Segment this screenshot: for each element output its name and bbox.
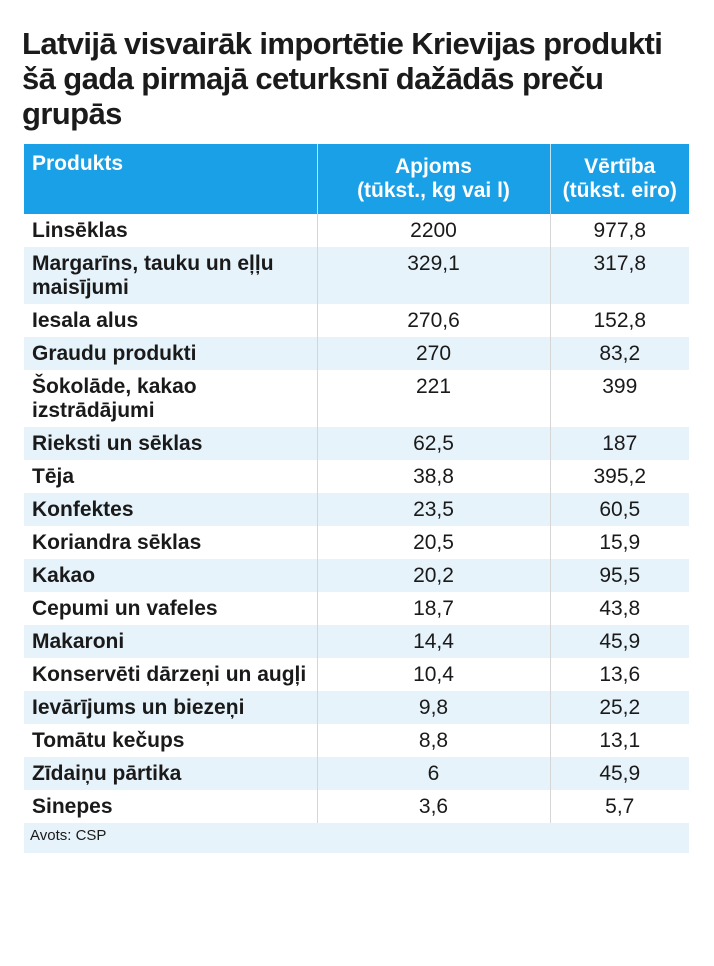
product-cell: Zīdaiņu pārtika [24, 757, 318, 790]
value-cell: 13,1 [550, 724, 689, 757]
product-cell: Sinepes [24, 790, 318, 823]
volume-cell: 3,6 [317, 790, 551, 823]
volume-cell: 18,7 [317, 592, 551, 625]
product-cell: Tēja [24, 460, 318, 493]
product-cell: Cepumi un vafeles [24, 592, 318, 625]
product-cell: Kakao [24, 559, 318, 592]
volume-cell: 14,4 [317, 625, 551, 658]
value-cell: 43,8 [550, 592, 689, 625]
header-volume-line1: Apjoms [394, 155, 472, 178]
volume-cell: 6 [317, 757, 551, 790]
table-row: Konservēti dārzeņi un augļi 10,4 13,6 [24, 658, 689, 691]
value-cell: 187 [550, 427, 689, 460]
chart-title: Latvijā visvairāk importētie Krievijas p… [22, 26, 663, 131]
product-cell: Margarīns, tauku un eļļu maisījumi [24, 247, 318, 304]
product-cell: Tomātu kečups [24, 724, 318, 757]
table-row: Linsēklas 2200 977,8 [24, 214, 689, 247]
value-cell: 45,9 [550, 625, 689, 658]
header-volume: Apjoms (tūkst., kg vai l) [317, 144, 551, 214]
table-row: Koriandra sēklas 20,5 15,9 [24, 526, 689, 559]
value-cell: 399 [550, 370, 689, 427]
table-row: Šokolāde, kakao izstrādājumi 221 399 [24, 370, 689, 427]
volume-cell: 9,8 [317, 691, 551, 724]
source-row: Avots: CSP [24, 823, 689, 853]
header-value-line2: (tūkst. eiro) [562, 179, 677, 202]
value-cell: 25,2 [550, 691, 689, 724]
value-cell: 60,5 [550, 493, 689, 526]
product-cell: Šokolāde, kakao izstrādājumi [24, 370, 318, 427]
table-row: Kakao 20,2 95,5 [24, 559, 689, 592]
table-row: Graudu produkti 270 83,2 [24, 337, 689, 370]
value-cell: 395,2 [550, 460, 689, 493]
table-row: Tēja 38,8 395,2 [24, 460, 689, 493]
volume-cell: 270 [317, 337, 551, 370]
product-cell: Makaroni [24, 625, 318, 658]
value-cell: 83,2 [550, 337, 689, 370]
volume-cell: 38,8 [317, 460, 551, 493]
table-row: Konfektes 23,5 60,5 [24, 493, 689, 526]
volume-cell: 270,6 [317, 304, 551, 337]
product-cell: Iesala alus [24, 304, 318, 337]
table-row: Tomātu kečups 8,8 13,1 [24, 724, 689, 757]
table-header-row: Produkts Apjoms (tūkst., kg vai l) Vērtī… [24, 144, 689, 214]
table-row: Ievārījums un biezeņi 9,8 25,2 [24, 691, 689, 724]
header-volume-line2: (tūkst., kg vai l) [357, 179, 510, 202]
value-cell: 13,6 [550, 658, 689, 691]
product-cell: Ievārījums un biezeņi [24, 691, 318, 724]
table-row: Sinepes 3,6 5,7 [24, 790, 689, 823]
product-cell: Graudu produkti [24, 337, 318, 370]
product-cell: Konfektes [24, 493, 318, 526]
header-value-line1: Vērtība [584, 155, 656, 178]
header-value: Vērtība (tūkst. eiro) [550, 144, 689, 214]
table-row: Margarīns, tauku un eļļu maisījumi 329,1 3… [24, 247, 689, 304]
volume-cell: 2200 [317, 214, 551, 247]
product-cell: Rieksti un sēklas [24, 427, 318, 460]
source-note: Avots: CSP [24, 823, 689, 853]
value-cell: 45,9 [550, 757, 689, 790]
value-cell: 977,8 [550, 214, 689, 247]
product-cell: Linsēklas [24, 214, 318, 247]
value-cell: 15,9 [550, 526, 689, 559]
value-cell: 5,7 [550, 790, 689, 823]
product-cell: Koriandra sēklas [24, 526, 318, 559]
table-row: Cepumi un vafeles 18,7 43,8 [24, 592, 689, 625]
volume-cell: 20,5 [317, 526, 551, 559]
value-cell: 95,5 [550, 559, 689, 592]
volume-cell: 8,8 [317, 724, 551, 757]
value-cell: 152,8 [550, 304, 689, 337]
table-row: Iesala alus 270,6 152,8 [24, 304, 689, 337]
table-body: Linsēklas 2200 977,8 Margarīns, tauku un eļ… [24, 214, 689, 853]
table-row: Zīdaiņu pārtika 6 45,9 [24, 757, 689, 790]
volume-cell: 20,2 [317, 559, 551, 592]
volume-cell: 62,5 [317, 427, 551, 460]
header-product: Produkts [24, 144, 318, 214]
volume-cell: 329,1 [317, 247, 551, 304]
product-cell: Konservēti dārzeņi un augļi [24, 658, 318, 691]
table-row: Rieksti un sēklas 62,5 187 [24, 427, 689, 460]
table-row: Makaroni 14,4 45,9 [24, 625, 689, 658]
data-table: Produkts Apjoms (tūkst., kg vai l) Vērtī… [24, 144, 689, 853]
volume-cell: 221 [317, 370, 551, 427]
value-cell: 317,8 [550, 247, 689, 304]
volume-cell: 23,5 [317, 493, 551, 526]
volume-cell: 10,4 [317, 658, 551, 691]
